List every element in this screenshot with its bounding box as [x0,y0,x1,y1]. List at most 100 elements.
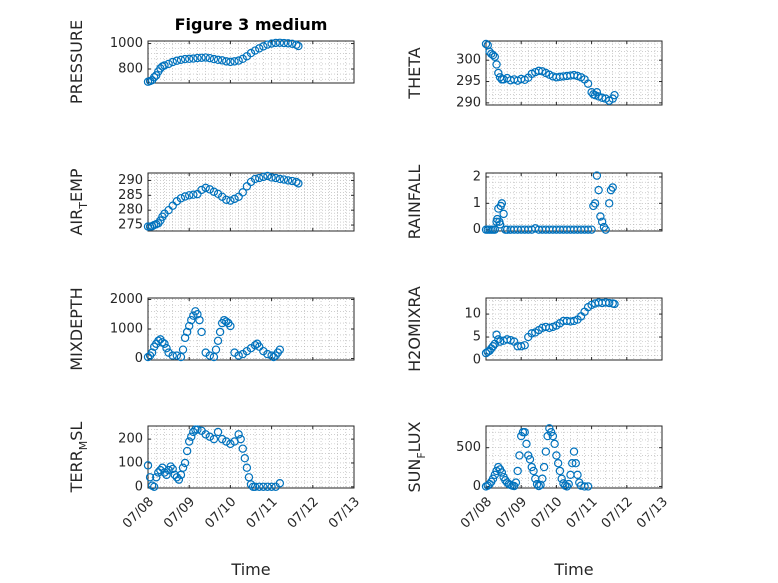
data-point [534,481,544,491]
data-point [172,351,182,360]
data-point [211,345,221,354]
data-point [583,225,593,234]
data-point [201,53,210,62]
data-point [176,352,186,362]
data-point [541,447,551,456]
data-point [158,338,167,347]
data-point [250,341,260,350]
data-point [160,61,169,70]
data-point [546,428,556,437]
axes-box [485,425,663,489]
data-point [193,310,202,319]
mixdepth-plot: 0 1000 2000 MIXDEPTH [67,287,355,371]
data-point [162,470,171,480]
y-tick-label: 0 [473,222,481,237]
data-point [197,185,206,195]
data-point [495,220,505,229]
data-point [520,428,529,437]
plot-area [148,426,354,488]
data-point [236,434,245,444]
data-point [178,345,188,354]
data-point [263,171,272,181]
data-point [205,185,214,194]
data-point [147,481,157,490]
data-point [610,90,619,100]
data-point [189,190,198,199]
data-point [492,330,501,339]
data-point [213,427,223,437]
plot-area [486,173,662,231]
theta-plot: 290 295 300 THETA [405,39,663,110]
data-point [605,298,614,308]
data-point [275,479,285,488]
y-tick-label: 2 [473,169,481,184]
data-point [267,482,276,492]
data-point [562,482,572,491]
x-tick-label: 07/13 [326,494,363,531]
y-tick-label: 0 [473,353,481,368]
data-point [271,38,280,48]
data-point [205,432,214,441]
data-point [587,225,596,234]
data-point [242,463,252,472]
plot-area [148,41,354,83]
data-point [189,311,198,320]
data-point [283,176,293,185]
axes-box [147,172,355,232]
y-axis-label: H2OMIXRA [405,286,424,372]
data-point [517,342,526,351]
data-point [250,174,260,184]
y-tick-label: 285 [118,188,143,203]
y-tick-label: 1000 [110,36,143,51]
data-point [195,315,204,325]
data-point [488,474,498,483]
data-point [193,425,202,434]
data-point [275,38,285,47]
y-tick-label: 200 [118,432,143,447]
x-tick-label: 07/10 [202,494,239,531]
data-point [226,321,235,331]
data-point [494,335,503,344]
y-axis-label: SUNFLUX [405,421,428,492]
data-point [145,473,155,482]
data-point [569,447,579,456]
data-point [238,188,247,197]
data-point [152,473,161,482]
data-point [568,459,577,468]
data-point [548,431,558,441]
data-point [499,209,508,219]
data-point [178,463,188,472]
data-point [488,342,498,351]
data-point [187,315,196,325]
data-point [164,59,173,69]
data-point [520,341,529,350]
data-point [172,56,182,65]
data-point [197,327,206,337]
data-point [594,185,603,195]
y-tick-label: 100 [118,455,143,470]
data-point [182,446,192,456]
data-point [168,57,177,67]
data-point [170,470,179,480]
data-point [610,299,619,309]
data-point [557,474,566,483]
data-point [597,217,607,226]
y-tick-label: 1000 [110,322,143,337]
data-point [174,475,184,484]
data-point [209,187,219,196]
x-axis-label: Time [230,560,270,579]
data-point [259,42,268,51]
data-point [217,434,227,444]
data-point [193,53,202,63]
pressure-plot: 800 1000 PRESSURE [67,20,355,104]
data-point [180,192,190,201]
data-point [583,79,593,88]
data-point [279,38,289,48]
data-point [490,225,499,234]
data-point [160,339,169,348]
data-point [189,427,198,437]
data-point [601,225,610,234]
data-point [184,191,194,200]
